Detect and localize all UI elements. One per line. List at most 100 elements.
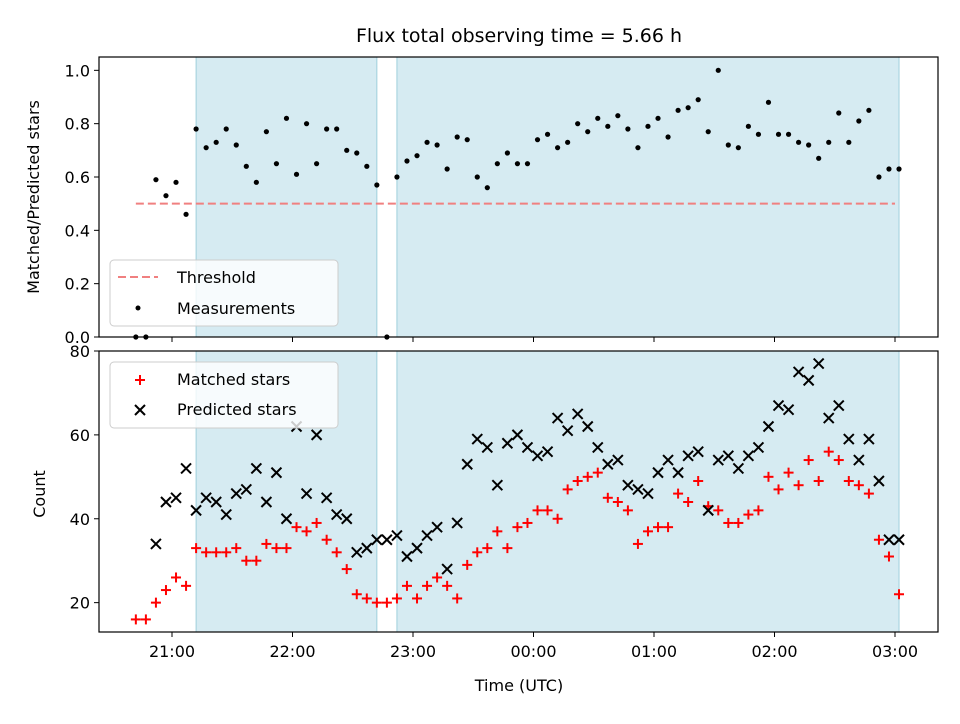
measurement-point [695,97,701,103]
matched-star-point [281,543,292,554]
x-tick-label: 00:00 [510,642,556,661]
matched-star-point [592,467,603,478]
bottom-y-tick-label: 80 [70,342,90,361]
matched-star-point [251,555,262,566]
measurement-point [645,123,651,129]
predicted-star-point [682,450,694,462]
predicted-star-point [612,454,624,466]
predicted-star-point [582,420,594,433]
predicted-star-point [371,534,383,546]
matched-star-point [492,526,503,537]
matched-star-point [693,476,704,487]
matched-star-point [833,455,844,466]
measurement-point [213,139,219,145]
measurement-point [675,107,681,113]
matched-star-point [191,543,202,554]
bottom-axes-frame [98,350,939,633]
bottom-y-tick-label: 20 [70,594,90,613]
predicted-star-point [491,479,504,491]
measurement-point [765,99,772,105]
legend-predicted-label: Predicted stars [177,400,297,419]
top-shaded-regions [195,56,900,338]
legend-threshold-label: Threshold [176,268,256,287]
bottom-x-ticks: 21:00 22:00 23:00 00:00 01:00 02:00 03:00 [149,632,918,661]
predicted-star-point [200,492,212,504]
predicted-star-point [863,433,875,445]
matched-star-point [783,467,794,478]
predicted-star-point [411,542,423,554]
predicted-star-point [451,517,463,529]
measurement-point [735,145,741,151]
measurement-point [665,134,671,140]
top-x-ticks [171,337,896,342]
predicted-star-point [602,458,614,470]
measurement-point [344,147,350,153]
matched-star-point [482,543,493,554]
predicted-star-point [461,458,473,470]
measurement-point [876,174,882,180]
predicted-star-point [622,479,634,491]
predicted-star-point [662,454,674,466]
predicted-star-point [300,487,313,500]
top-y-tick-label: 1.0 [65,61,90,80]
predicted-star-point [481,441,494,454]
measurement-point [464,137,470,143]
predicted-star-point [873,475,885,487]
predicted-star-point [511,429,524,441]
matched-star-point [422,580,433,591]
measurement-point [253,179,259,185]
predicted-star-point [471,433,483,445]
matched-star-point [723,517,734,528]
matched-star-point [381,597,392,608]
matched-star-point [602,492,613,503]
matched-star-point [472,547,483,558]
measurement-point [615,113,621,119]
predicted-star-point [551,412,564,424]
matched-star-point [301,526,312,537]
predicted-star-point [732,462,745,475]
measurement-point [625,126,631,132]
measurement-point [494,161,500,167]
predicted-star-point [782,404,795,416]
matched-star-point [713,505,724,516]
measurement-point [575,121,581,127]
measurement-point [715,67,721,73]
measurement-point [595,115,601,121]
matched-star-point [663,522,674,533]
matched-star-point [873,534,884,545]
legend-matched-swatch [135,375,145,385]
bottom-y-axis-label: Count [30,470,49,518]
matched-star-point [171,572,182,583]
top-y-tick-label: 0.0 [65,328,90,347]
predicted-star-point [812,357,825,370]
measurement-point [223,126,229,132]
predicted-star-point [270,466,283,479]
matched-star-point [371,597,382,608]
predicted-star-point [391,529,403,542]
predicted-star-point [571,408,584,420]
x-axis-label: Time (UTC) [474,676,563,695]
matched-star-point [673,488,684,499]
measurement-point [263,129,269,135]
predicted-star-point [592,441,604,454]
matched-star-point [883,551,894,562]
measurement-point [314,161,320,167]
matched-star-point [391,593,402,604]
matched-star-point [653,522,664,533]
measurement-point [816,155,822,161]
measurement-point [404,158,410,164]
matched-star-point [130,614,141,625]
predicted-star-point [361,542,373,554]
measurement-point [153,177,159,183]
predicted-star-point [521,441,534,454]
measurement-point [334,126,340,132]
matched-star-point [452,593,463,604]
measurement-point [183,211,189,217]
predicted-star-point [541,445,554,458]
matched-star-point [442,580,453,591]
predicted-star-point [381,534,393,546]
matched-star-point [160,585,171,596]
predicted-star-point [190,504,202,517]
legend-measurements-label: Measurements [177,299,295,318]
